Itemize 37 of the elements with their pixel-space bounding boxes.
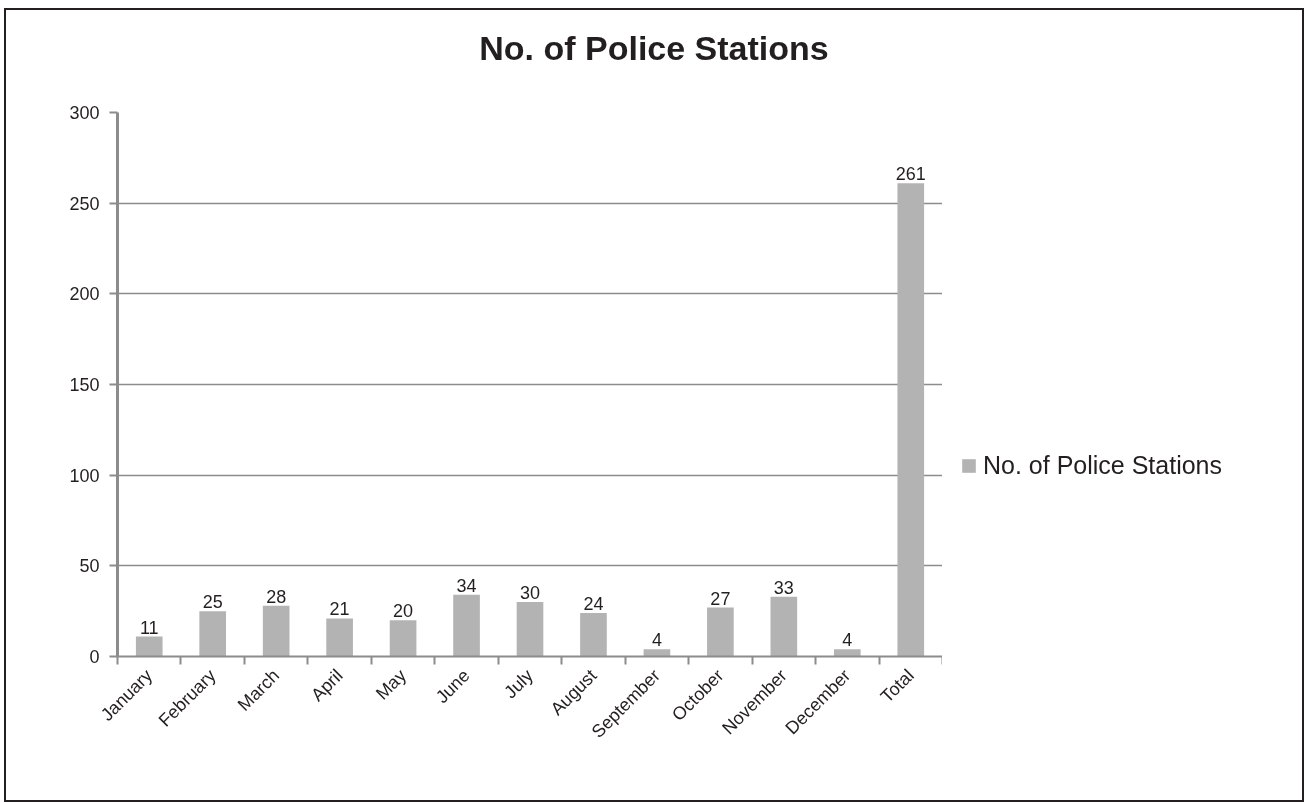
chart-title: No. of Police Stations (479, 28, 829, 68)
data-label: 21 (329, 599, 350, 620)
y-tick-label: 250 (69, 193, 100, 214)
data-label: 20 (393, 601, 414, 622)
bar (707, 607, 734, 657)
y-tick-label: 0 (89, 647, 100, 667)
data-label: 28 (266, 586, 287, 607)
y-tick-label: 200 (69, 284, 100, 305)
x-tick-label: May (371, 665, 411, 704)
bar (326, 618, 353, 657)
bar (580, 612, 607, 657)
data-label: 4 (842, 630, 853, 651)
bar (453, 594, 480, 657)
bar (199, 611, 227, 657)
y-tick-label: 100 (69, 465, 100, 486)
bar (833, 649, 861, 657)
y-tick-label: 150 (69, 375, 100, 395)
bar (770, 596, 798, 657)
bar (135, 636, 163, 657)
bar (516, 602, 544, 657)
data-label: 25 (202, 592, 223, 613)
y-tick-label: 300 (69, 103, 100, 123)
data-label: 261 (895, 164, 926, 185)
bar (643, 649, 671, 657)
data-label: 4 (651, 630, 662, 651)
data-label: 33 (773, 577, 794, 598)
data-label: 34 (456, 575, 477, 596)
x-tick-label: July (500, 665, 538, 703)
data-label: 11 (139, 617, 159, 638)
y-tick-label: 50 (79, 556, 100, 577)
legend-label: No. of Police Stations (983, 451, 1223, 480)
data-label: 24 (583, 593, 604, 614)
data-label: 30 (519, 583, 541, 604)
bar (389, 620, 417, 657)
bar (262, 605, 290, 657)
data-label: 27 (710, 588, 731, 609)
bar (897, 183, 925, 657)
